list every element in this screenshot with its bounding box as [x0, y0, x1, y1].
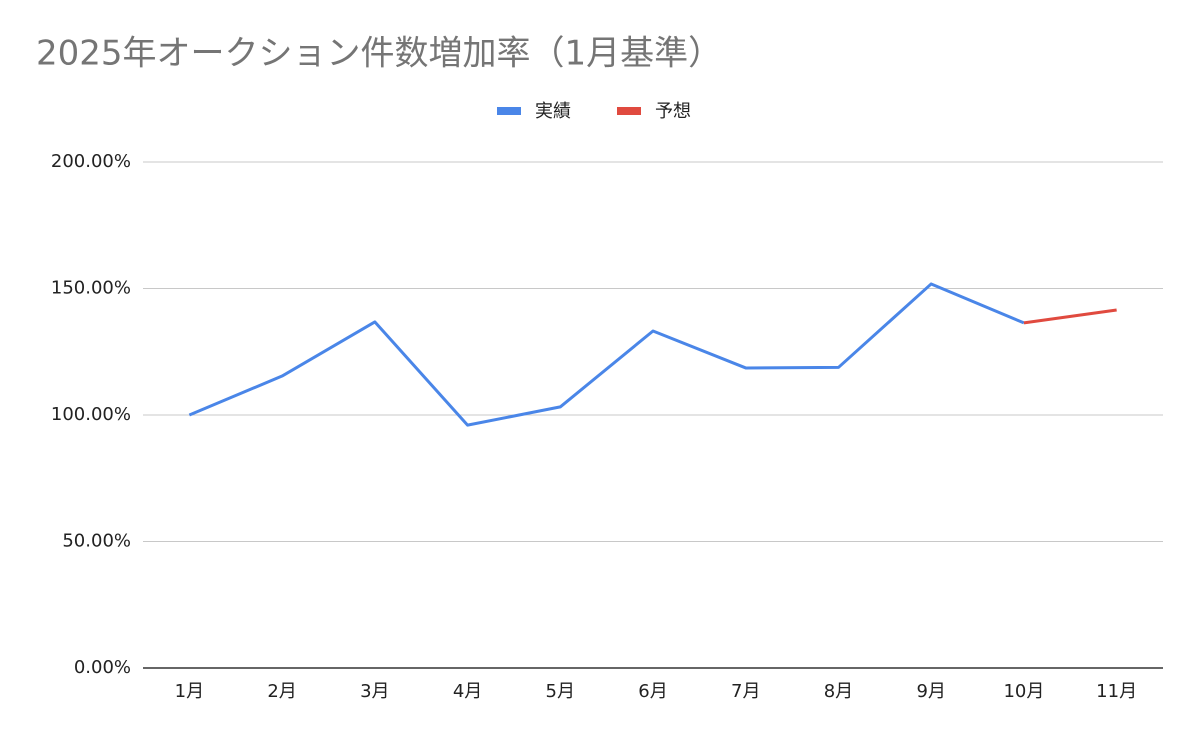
x-tick-label: 3月 — [360, 681, 389, 702]
y-tick-label: 0.00% — [74, 657, 131, 678]
x-tick-label: 7月 — [731, 681, 760, 702]
chart-title: 2025年オークション件数増加率（1月基準） — [36, 34, 722, 74]
x-tick-label: 10月 — [1003, 681, 1044, 702]
y-tick-label: 150.00% — [51, 278, 131, 299]
legend-swatch — [617, 107, 641, 115]
y-tick-label: 100.00% — [51, 404, 131, 425]
x-tick-label: 11月 — [1096, 681, 1137, 702]
x-tick-label: 4月 — [453, 681, 482, 702]
y-tick-label: 50.00% — [62, 531, 131, 552]
x-tick-label: 2月 — [267, 681, 296, 702]
x-tick-label: 8月 — [824, 681, 853, 702]
legend-label: 予想 — [655, 101, 691, 122]
series-line — [1023, 308, 1117, 325]
x-tick-label: 5月 — [546, 681, 575, 702]
x-tick-label: 9月 — [916, 681, 945, 702]
legend-label: 実績 — [535, 101, 571, 122]
y-tick-label: 200.00% — [51, 151, 131, 172]
x-tick-label: 6月 — [638, 681, 667, 702]
x-tick-label: 1月 — [175, 681, 204, 702]
series-line — [188, 282, 1025, 427]
legend: 実績 予想 — [497, 101, 691, 122]
legend-swatch — [497, 107, 521, 115]
